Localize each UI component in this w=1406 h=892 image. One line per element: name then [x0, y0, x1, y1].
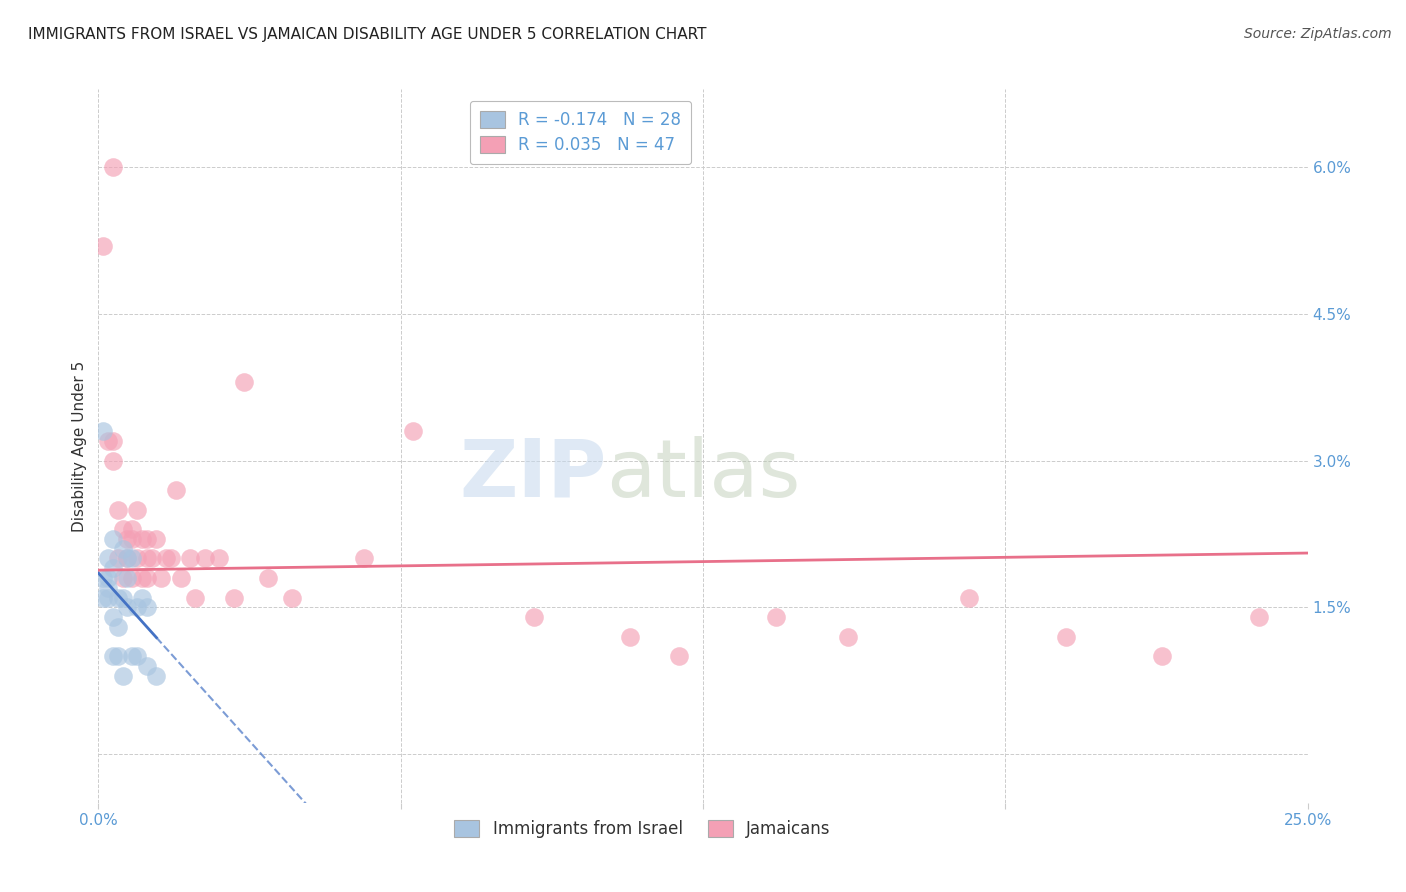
Point — [353, 551, 375, 566]
Point — [222, 591, 245, 605]
Point — [837, 630, 859, 644]
Point — [121, 532, 143, 546]
Point — [121, 571, 143, 585]
Point — [184, 591, 207, 605]
Point — [107, 551, 129, 566]
Point — [131, 571, 153, 585]
Point — [101, 434, 124, 449]
Point — [127, 600, 149, 615]
Point — [121, 649, 143, 664]
Point — [101, 453, 124, 467]
Point — [97, 551, 120, 566]
Point — [281, 591, 304, 605]
Point — [765, 610, 787, 624]
Point — [107, 620, 129, 634]
Point — [160, 551, 183, 566]
Point — [101, 532, 124, 546]
Point — [165, 483, 187, 497]
Point — [141, 551, 163, 566]
Point — [127, 649, 149, 664]
Point — [135, 600, 157, 615]
Point — [619, 630, 641, 644]
Point — [145, 532, 167, 546]
Point — [111, 591, 134, 605]
Point — [91, 571, 114, 585]
Point — [135, 659, 157, 673]
Text: atlas: atlas — [606, 435, 800, 514]
Point — [97, 571, 120, 585]
Point — [111, 669, 134, 683]
Point — [111, 522, 134, 536]
Point — [169, 571, 191, 585]
Point — [91, 238, 114, 252]
Point — [107, 502, 129, 516]
Point — [101, 161, 124, 175]
Point — [107, 649, 129, 664]
Text: Source: ZipAtlas.com: Source: ZipAtlas.com — [1244, 27, 1392, 41]
Point — [111, 571, 134, 585]
Point — [117, 532, 139, 546]
Point — [232, 376, 254, 390]
Point — [1249, 610, 1271, 624]
Point — [101, 610, 124, 624]
Legend: Immigrants from Israel, Jamaicans: Immigrants from Israel, Jamaicans — [447, 813, 838, 845]
Point — [256, 571, 278, 585]
Point — [208, 551, 231, 566]
Point — [121, 551, 143, 566]
Point — [97, 434, 120, 449]
Point — [957, 591, 980, 605]
Point — [179, 551, 201, 566]
Point — [117, 551, 139, 566]
Point — [111, 541, 134, 556]
Point — [107, 591, 129, 605]
Point — [117, 600, 139, 615]
Point — [131, 591, 153, 605]
Point — [97, 591, 120, 605]
Point — [91, 425, 114, 439]
Point — [135, 571, 157, 585]
Point — [523, 610, 546, 624]
Point — [135, 551, 157, 566]
Point — [127, 551, 149, 566]
Point — [135, 532, 157, 546]
Point — [1054, 630, 1077, 644]
Point — [145, 669, 167, 683]
Point — [668, 649, 690, 664]
Text: ZIP: ZIP — [458, 435, 606, 514]
Point — [150, 571, 173, 585]
Point — [155, 551, 177, 566]
Point — [97, 581, 120, 595]
Text: IMMIGRANTS FROM ISRAEL VS JAMAICAN DISABILITY AGE UNDER 5 CORRELATION CHART: IMMIGRANTS FROM ISRAEL VS JAMAICAN DISAB… — [28, 27, 707, 42]
Point — [402, 425, 425, 439]
Point — [127, 502, 149, 516]
Point — [121, 522, 143, 536]
Y-axis label: Disability Age Under 5: Disability Age Under 5 — [72, 360, 87, 532]
Point — [117, 571, 139, 585]
Point — [1152, 649, 1174, 664]
Point — [131, 532, 153, 546]
Point — [101, 649, 124, 664]
Point — [101, 561, 124, 575]
Point — [91, 591, 114, 605]
Point — [194, 551, 217, 566]
Point — [117, 551, 139, 566]
